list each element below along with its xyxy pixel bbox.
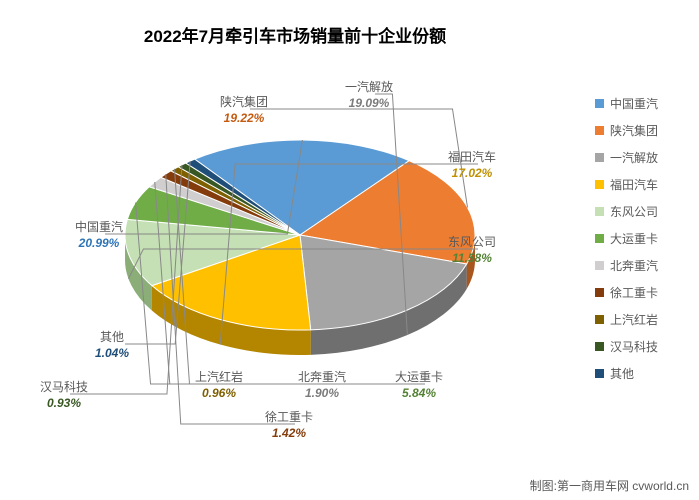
slice-label-name: 福田汽车 (448, 150, 496, 166)
legend-item: 中国重汽 (595, 95, 685, 112)
slice-label: 福田汽车17.02% (448, 150, 496, 181)
slice-label-pct: 1.42% (265, 426, 313, 442)
chart-footer: 制图:第一商用车网 cvworld.cn (530, 477, 689, 494)
slice-label-name: 大运重卡 (395, 370, 443, 386)
slice-label: 徐工重卡1.42% (265, 410, 313, 441)
legend-swatch (595, 261, 604, 270)
slice-label-pct: 11.58% (448, 251, 496, 267)
slice-label-name: 一汽解放 (345, 80, 393, 96)
legend-item: 汉马科技 (595, 338, 685, 355)
legend-label: 一汽解放 (610, 149, 658, 166)
slice-label: 北奔重汽1.90% (298, 370, 346, 401)
slice-label-name: 徐工重卡 (265, 410, 313, 426)
slice-label: 中国重汽20.99% (75, 220, 123, 251)
slice-label-pct: 5.84% (395, 386, 443, 402)
legend-item: 福田汽车 (595, 176, 685, 193)
legend-item: 大运重卡 (595, 230, 685, 247)
legend-label: 陕汽集团 (610, 122, 658, 139)
slice-label: 东风公司11.58% (448, 235, 496, 266)
legend-label: 上汽红岩 (610, 311, 658, 328)
legend-label: 大运重卡 (610, 230, 658, 247)
slice-label-pct: 20.99% (75, 236, 123, 252)
legend-label: 徐工重卡 (610, 284, 658, 301)
legend-item: 东风公司 (595, 203, 685, 220)
slice-label-pct: 0.93% (40, 396, 88, 412)
legend-swatch (595, 234, 604, 243)
legend-swatch (595, 342, 604, 351)
legend-item: 上汽红岩 (595, 311, 685, 328)
slice-label-pct: 0.96% (195, 386, 243, 402)
slice-label-name: 陕汽集团 (220, 95, 268, 111)
legend-label: 东风公司 (610, 203, 658, 220)
legend-item: 一汽解放 (595, 149, 685, 166)
slice-label-name: 上汽红岩 (195, 370, 243, 386)
slice-label-pct: 19.22% (220, 111, 268, 127)
legend-label: 中国重汽 (610, 95, 658, 112)
slice-label: 陕汽集团19.22% (220, 95, 268, 126)
slice-label: 上汽红岩0.96% (195, 370, 243, 401)
legend-swatch (595, 99, 604, 108)
slice-label: 其他1.04% (95, 330, 129, 361)
legend-swatch (595, 315, 604, 324)
chart-container: 2022年7月牵引车市场销量前十企业份额 中国重汽20.99%陕汽集团19.22… (0, 0, 699, 500)
legend-swatch (595, 126, 604, 135)
slice-label: 一汽解放19.09% (345, 80, 393, 111)
legend-swatch (595, 288, 604, 297)
legend-item: 北奔重汽 (595, 257, 685, 274)
legend-swatch (595, 369, 604, 378)
slice-label: 大运重卡5.84% (395, 370, 443, 401)
legend-swatch (595, 153, 604, 162)
slice-label-name: 东风公司 (448, 235, 496, 251)
slice-label-pct: 19.09% (345, 96, 393, 112)
legend-label: 福田汽车 (610, 176, 658, 193)
slice-label-pct: 1.90% (298, 386, 346, 402)
slice-label-name: 其他 (95, 330, 129, 346)
legend-item: 陕汽集团 (595, 122, 685, 139)
slice-label-name: 汉马科技 (40, 380, 88, 396)
legend-item: 徐工重卡 (595, 284, 685, 301)
legend-label: 汉马科技 (610, 338, 658, 355)
slice-label-pct: 1.04% (95, 346, 129, 362)
slice-label-name: 中国重汽 (75, 220, 123, 236)
slice-label-pct: 17.02% (448, 166, 496, 182)
legend-item: 其他 (595, 365, 685, 382)
legend-swatch (595, 180, 604, 189)
legend-swatch (595, 207, 604, 216)
legend-label: 北奔重汽 (610, 257, 658, 274)
legend-label: 其他 (610, 365, 634, 382)
slice-label: 汉马科技0.93% (40, 380, 88, 411)
legend: 中国重汽陕汽集团一汽解放福田汽车东风公司大运重卡北奔重汽徐工重卡上汽红岩汉马科技… (595, 95, 685, 392)
slice-label-name: 北奔重汽 (298, 370, 346, 386)
